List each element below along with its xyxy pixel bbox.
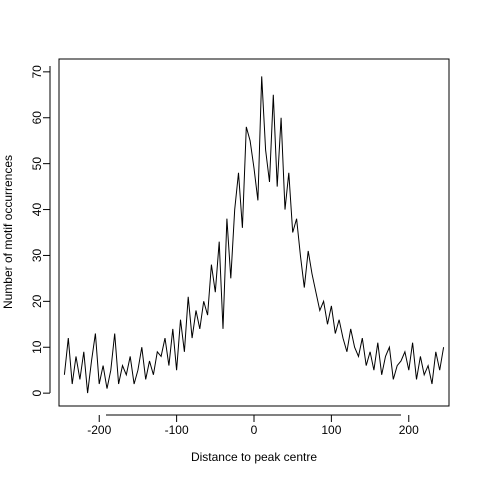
- x-tick-label: 200: [399, 423, 419, 437]
- y-axis-ticks: 0 10 20 30 40 50 60 70: [30, 65, 50, 396]
- y-tick-label: 20: [30, 294, 44, 308]
- series-line: [63, 76, 445, 394]
- y-tick-label: 30: [30, 248, 44, 262]
- x-tick-label: 0: [251, 423, 258, 437]
- plot-frame: [58, 58, 450, 407]
- y-tick-label: 10: [30, 340, 44, 354]
- x-axis-ticks: -200 -100 0 100 200: [87, 415, 419, 437]
- y-tick-label: 60: [30, 111, 44, 125]
- x-tick-label: 100: [321, 423, 341, 437]
- y-tick-label: 70: [30, 65, 44, 79]
- y-tick-label: 40: [30, 203, 44, 217]
- y-tick-label: 0: [30, 389, 44, 396]
- y-tick-label: 50: [30, 157, 44, 171]
- x-tick-label: -200: [87, 423, 111, 437]
- y-axis-label: Number of motif occurrences: [1, 155, 15, 309]
- x-axis-label: Distance to peak centre: [191, 450, 317, 464]
- x-tick-label: -100: [165, 423, 189, 437]
